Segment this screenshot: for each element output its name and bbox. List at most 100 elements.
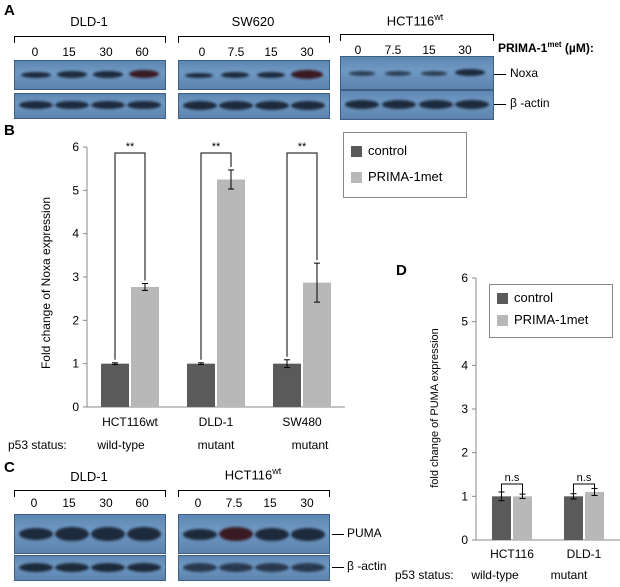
blot-a-lane: 0	[31, 45, 39, 59]
band	[19, 101, 53, 109]
band	[93, 71, 123, 78]
legend-swatch-prima	[497, 315, 508, 326]
legend-label-prima: PRIMA-1met	[368, 169, 443, 184]
legend-swatch-control	[497, 293, 508, 304]
noxa-chart-axes: 0 1 2 3 4 5 6 HCT116wt DLD-1 SW480	[72, 140, 345, 429]
bar-control	[187, 363, 215, 407]
puma-chart-bars	[492, 487, 604, 540]
puma-chart: fold change of PUMA expression 0 1 2 3 4 5 6 HC…	[429, 271, 620, 561]
blot-c-lane: 60	[135, 496, 149, 510]
puma-legend: control PRIMA-1met	[489, 284, 613, 338]
band	[291, 528, 325, 541]
band	[55, 527, 89, 541]
blot-a-group-2-name: SW620	[231, 14, 275, 29]
significance-bracket	[114, 152, 146, 360]
blot-c-lane: 7.5	[225, 496, 243, 510]
band	[129, 70, 159, 78]
band	[455, 69, 485, 76]
p53-status-prefix-b: p53 status:	[8, 438, 67, 452]
blot-a-group-3-bracket	[340, 34, 494, 41]
significance-label: n.s	[505, 472, 520, 484]
noxa-tick	[494, 74, 506, 75]
blot-c-puma-group-1	[14, 514, 166, 554]
blot-c-group-1-bracket	[14, 490, 166, 497]
band	[255, 528, 289, 541]
legend-label-control: control	[368, 143, 408, 158]
noxa-chart-bars	[101, 169, 331, 407]
band	[185, 73, 213, 78]
x-category-label: HCT116wt	[102, 415, 158, 429]
blot-a-actin-group-1	[14, 93, 166, 119]
noxa-legend: control PRIMA-1met	[343, 132, 467, 198]
significance-bracket	[200, 152, 232, 360]
y-tick-label: 6	[72, 140, 79, 154]
y-tick-label: 0	[72, 400, 79, 414]
x-category-label: DLD-1	[199, 415, 234, 429]
actin-c-tick	[332, 567, 344, 568]
blot-a-noxa-group-2	[178, 60, 330, 90]
band	[419, 100, 453, 109]
band	[257, 72, 285, 78]
puma-chart-ylabel: fold change of PUMA expression	[429, 328, 441, 488]
bar-prima	[513, 496, 532, 540]
legend-label-control: control	[514, 290, 554, 305]
blot-a-group-3-name: HCT116wt	[386, 12, 444, 29]
panel-d-letter: D	[396, 262, 407, 279]
puma-tick	[332, 534, 344, 535]
blot-c-lane: 15	[263, 496, 277, 510]
actin-label: β -actin	[510, 96, 550, 110]
blot-a-lane: 15	[422, 43, 436, 57]
band	[19, 563, 53, 572]
noxa-chart-significance: ** ** **	[114, 141, 318, 360]
bar-control	[273, 363, 301, 407]
blot-c-group-1-name: DLD-1	[70, 469, 108, 484]
band	[382, 100, 416, 109]
panel-c-letter: C	[4, 459, 15, 476]
blot-a-lane: 15	[264, 45, 278, 59]
blot-c-lane: 30	[300, 496, 314, 510]
blot-a-lane: 7.5	[384, 43, 402, 57]
bar-prima	[303, 282, 331, 407]
blot-c-actin-group-1	[14, 555, 166, 581]
band	[385, 71, 411, 76]
blot-a-noxa-group-1	[14, 60, 166, 90]
x-category-label: SW480	[282, 415, 322, 429]
blot-a-lane: 7.5	[227, 45, 245, 59]
panel-a-letter: A	[4, 2, 15, 19]
y-tick-label: 2	[461, 446, 468, 460]
band	[91, 563, 125, 572]
treatment-label: PRIMA-1met (µM):	[498, 40, 594, 55]
p53-status-b: wild-type	[97, 438, 145, 452]
band	[127, 101, 161, 109]
band	[127, 563, 161, 572]
significance-label: **	[212, 141, 221, 153]
blot-c-lane: 0	[30, 496, 38, 510]
significance-label: n.s	[577, 472, 592, 484]
blot-a-lane: 30	[458, 43, 472, 57]
band	[349, 71, 375, 76]
band	[55, 101, 89, 109]
y-tick-label: 1	[461, 489, 468, 503]
y-tick-label: 3	[461, 402, 468, 416]
band	[183, 563, 217, 572]
band	[57, 71, 87, 78]
band	[219, 101, 253, 110]
bar-prima	[217, 179, 245, 407]
bar-control	[101, 363, 129, 407]
bar-prima	[131, 286, 159, 407]
significance-bracket	[501, 483, 523, 496]
y-tick-label: 2	[72, 313, 79, 327]
blot-a-noxa-group-3	[340, 56, 494, 90]
blot-a-lane: 30	[99, 45, 113, 59]
significance-label: **	[298, 141, 307, 153]
blot-a-actin-group-2	[178, 93, 330, 119]
blot-a-lane: 15	[62, 45, 76, 59]
legend-label-prima: PRIMA-1met	[514, 312, 589, 327]
significance-bracket	[573, 483, 595, 496]
blot-a-lane: 0	[354, 43, 362, 57]
band	[19, 528, 53, 540]
band	[455, 100, 489, 109]
significance-label: **	[126, 141, 135, 153]
y-tick-label: 4	[72, 227, 79, 241]
p53-status-b: mutant	[197, 438, 235, 452]
